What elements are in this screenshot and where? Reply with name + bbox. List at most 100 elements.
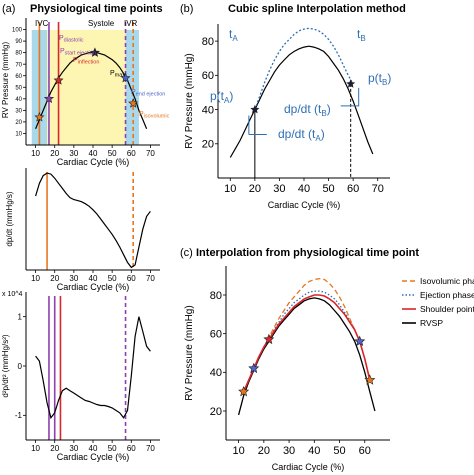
c-x-tick-label: 60: [359, 445, 371, 457]
a3-d2pdt2-curve: [35, 316, 151, 420]
c-x-tick-label: 30: [283, 445, 295, 457]
label-dpdt-tb: dp/dt (tB): [284, 102, 331, 118]
a3-x-tick-label: 70: [146, 444, 155, 453]
c-series-line: [237, 297, 376, 416]
b-x-tick-label: 70: [372, 183, 384, 195]
c-legend-label: RVSP: [420, 318, 443, 328]
b-x-tick-label: 20: [249, 183, 261, 195]
chart-a2: 10 20 30 40 50 60 70 Cardiac Cycle (%) dp/dt (mm…: [5, 168, 160, 292]
b-x-tick-label: 50: [322, 183, 334, 195]
a2-x-tick-label: 50: [108, 274, 117, 283]
a3-x-axis-label: Cardiac Cycle (%): [57, 452, 130, 462]
a1-x-tick-label: 70: [146, 149, 155, 158]
c-y-tick-label: 40: [210, 367, 222, 379]
b-point-ta: [250, 104, 260, 114]
c-y-axis-label: RV Pressure (mmHg): [184, 305, 195, 400]
a3-x-tick-label: 30: [69, 444, 78, 453]
c-legend-label: Isovolumic phase: [420, 276, 474, 286]
a3-x-tick-label: 10: [31, 444, 40, 453]
a2-x-tick-label: 30: [69, 274, 78, 283]
label-p-inflection: Pinflection: [73, 57, 99, 66]
a1-point-marker: [120, 72, 131, 83]
chart-c-legend: Isovolumic phase Ejection phase Shoulder p…: [402, 276, 474, 328]
a2-x-tick-label: 60: [127, 274, 136, 283]
a3-y-tick-label: 1: [18, 312, 23, 321]
c-point-marker: [354, 335, 366, 347]
b-x-axis-label: Cardiac Cycle (%): [268, 200, 341, 210]
c-point-marker: [364, 374, 376, 385]
label-p-isovolumic: Pisovolumic: [139, 111, 170, 120]
label-p-max: Pmax: [110, 70, 125, 79]
a1-point-marker: [89, 47, 100, 57]
label-p-end-ejection: Pend ejection: [131, 89, 165, 98]
a1-y-tick-label: 70: [15, 62, 22, 68]
band-systole: [47, 30, 126, 145]
chart-c-title: Interpolation from physiological time po…: [196, 247, 419, 259]
c-legend-label: Shoulder point: [420, 304, 474, 314]
label-p-start-ejection: Pstart ejection: [60, 48, 96, 57]
panel-label-a: (a): [2, 3, 15, 15]
band-label-ivr: IVR: [124, 19, 138, 28]
a3-y-axis-label: d²p/dt² (mmHg/s²): [1, 334, 10, 397]
c-x-axis-label: Cardiac Cycle (%): [272, 462, 345, 472]
band-label-ivc: IVC: [35, 19, 49, 28]
a2-x-tick-label: 10: [31, 274, 40, 283]
c-point-marker: [263, 333, 275, 345]
panel-label-c: (c): [180, 247, 193, 259]
chart-a1-title: Physiological time points: [30, 3, 163, 15]
a1-point-marker: [34, 112, 45, 122]
a2-x-tick-label: 20: [50, 274, 59, 283]
a1-point-marker: [43, 93, 55, 104]
b-tangent-b: [340, 87, 360, 107]
b-y-tick-label: 80: [202, 36, 214, 48]
a1-y-tick-label: 10: [15, 132, 22, 138]
b-y-axis-label: RV Pressure (mmHg): [184, 53, 195, 148]
a1-band-labels: IVC Systole IVR: [35, 19, 138, 28]
a3-x-tick-label: 50: [108, 444, 117, 453]
c-x-tick-label: 20: [258, 445, 270, 457]
a1-y-axis-label: RV Pressure (mmHg): [1, 42, 10, 119]
a1-x-tick-label: 20: [50, 149, 59, 158]
a1-y-tick-label: 90: [15, 39, 22, 45]
a1-x-tick-label: 40: [89, 149, 98, 158]
a1-y-tick-label: 30: [15, 108, 22, 114]
chart-c: 10 20 30 40 50 60 20 40 60 80 Cardiac Cycle (%) RV …: [184, 266, 390, 472]
a1-x-axis-label: Cardiac Cycle (%): [57, 157, 130, 167]
c-x-tick-label: 50: [333, 445, 345, 457]
b-y-tick-label: 60: [202, 70, 214, 82]
a3-x-tick-label: 40: [89, 444, 98, 453]
band-label-systole: Systole: [88, 19, 115, 28]
a1-x-tick-label: 10: [31, 149, 40, 158]
label-ta: tA: [229, 27, 238, 43]
band-ivr: [125, 30, 139, 145]
c-series-line: [242, 294, 371, 393]
b-tangent-a: [248, 115, 267, 136]
a2-y-axis-label: dp/dt (mmHg/s): [5, 191, 14, 246]
b-x-tick-label: 30: [273, 183, 285, 195]
label-ptb: p(tB): [368, 71, 391, 87]
b-x-tick-label: 10: [224, 183, 236, 195]
c-y-tick-label: 80: [210, 290, 222, 302]
a3-y-tick-label: 0: [18, 362, 23, 371]
b-annotations: tA tB p(tA) p(tB) dp/dt (tB) dp/dt (tA): [210, 27, 391, 143]
a2-dpdt-curve: [35, 172, 151, 269]
a3-x-tick-label: 60: [127, 444, 136, 453]
a3-y-tick-label: -1: [15, 411, 23, 420]
a1-x-tick-label: 30: [69, 149, 78, 158]
b-x-tick-label: 60: [347, 183, 359, 195]
a2-x-axis-label: Cardiac Cycle (%): [57, 282, 130, 292]
a1-y-tick-label: 50: [15, 85, 22, 91]
label-tb: tB: [357, 27, 366, 43]
a3-x-tick-label: 20: [50, 444, 59, 453]
chart-b-title: Cubic spline Interpolation method: [228, 3, 406, 15]
b-point-tb: [346, 79, 356, 88]
b-y-tick-label: 40: [202, 104, 214, 116]
c-y-tick-label: 60: [210, 329, 222, 341]
a2-x-tick-label: 70: [146, 274, 155, 283]
a2-x-tick-label: 40: [89, 274, 98, 283]
a1-y-tick-label: 100: [12, 28, 23, 34]
label-p-diastolic: Pdiastolic: [59, 35, 84, 44]
a3-scale-note: x 10^4: [2, 291, 23, 298]
